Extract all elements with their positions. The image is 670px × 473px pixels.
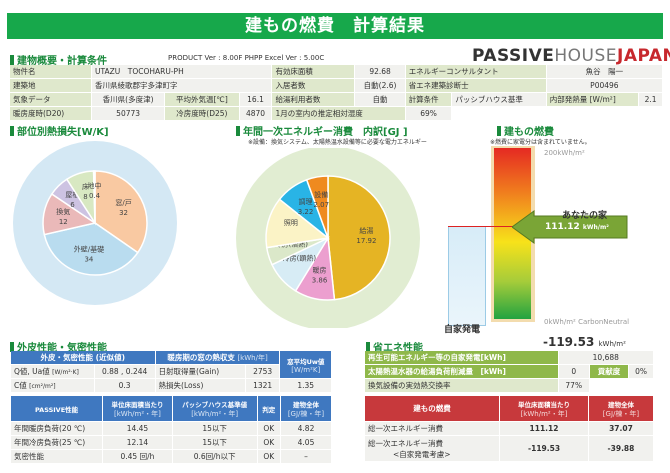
pie-value: 3.86 [312,276,328,284]
logo: PASSIVEHOUSEJAPAN [472,46,670,66]
pie-label: 暖房 [313,265,327,274]
table-cell: – [280,450,331,463]
pie-value: 6 [70,201,75,209]
passive-table: PASSIVE性能 単位床面積当たり [kWh/m²・年] パッシブハウス基準値 [kW… [10,395,332,464]
table-cell: 4.05 [280,436,331,449]
version-text: PRODUCT Ver : 8.00F PHPP Excel Ver : 5.0… [168,54,325,62]
passive-header-cell: PASSIVE性能 [11,396,103,421]
pie-label: 冷房(顕熱) [283,254,317,263]
pie-label: 設備 [314,190,328,199]
pie-value: 17.92 [356,237,376,245]
gauge-top-label: 200kWh/m² [544,149,585,157]
passive-header-cell: 判定 [257,396,280,421]
pie-slice [92,170,96,224]
gauge-bottom-label: 0kWh/m² CarbonNeutral [544,318,630,326]
table-cell: 4.82 [280,422,331,435]
pie-value: 32 [119,209,128,217]
fuel-table: 建もの燃費 単位床面積当たり [kWh/m²・年] 建物全体 [GJ/棟・年] 総一次エ… [364,395,654,462]
overview-table: 物件名 UTAZU TOCOHARU-PH 有効床面積 92.68 エネルギーコンサルタ… [9,64,663,121]
table-row: 年間暖房負荷(20 ℃) 14.45 15以下 OK 4.82 [11,422,331,435]
pie-label: 地中 [88,181,102,190]
self-generation-label: 自家発電 [444,325,481,335]
table-row: 気密性能 0.45 回/h 0.6回/h以下 OK – [11,450,331,463]
pie-value: 2.07 [313,201,329,209]
saving-total: -119.53 kWh/m² [543,335,626,349]
pie-label: 屋根 [65,190,79,199]
pie-value: 8 [83,193,87,201]
table-cell: OK [257,436,280,449]
fuel-level-line [448,226,538,227]
table-cell: 12.14 [103,436,172,449]
heatloss-heading: 部位別熱損失[W/K] [10,123,109,138]
energy-heading: 年間一次エネルギー消費 内訳[GJ ] [236,123,408,138]
passive-header-cell: 建物全体 [GJ/棟・年] [280,396,331,421]
pie-slice [43,222,139,276]
table-cell: 年間冷房負荷(25 ℃) [11,436,103,449]
self-generation-bar [448,226,486,326]
table-cell: 14.45 [103,422,172,435]
your-house-arrow [512,210,628,244]
table-cell: 0.6回/h以下 [172,450,257,463]
pie-value: 0.4 [89,192,101,200]
table-cell: 0.45 回/h [103,450,172,463]
table-cell: 年間暖房負荷(20 ℃) [11,422,103,435]
table-cell: OK [257,450,280,463]
table-row: 年間冷房負荷(25 ℃) 12.14 15以下 OK 4.05 [11,436,331,449]
fuel-note: ※燃費に家電分は含まれていません。 [490,139,591,146]
pie-label: 換気 [56,207,70,216]
energy-note: ※設備：換気システム、太陽熱温水設備等に必要な電力エネルギー [248,139,427,146]
heatloss-pie-chart: 窓/戸 32 外壁/基礎 34 換気 12 屋根 6 床 8地中 0.4 [13,141,177,305]
your-house-value: 111.12 kWh/m² [545,222,609,232]
overview-heading: 建物概要・計算条件 [10,52,107,67]
pie-label: 窓/戸 [115,198,131,207]
pie-label: 給湯 [359,226,373,235]
passive-header-cell: 単位床面積当たり [kWh/m²・年] [103,396,172,421]
pie-value: 12 [59,218,68,226]
pie-label: 調理 [299,197,313,206]
pie-slice [94,170,148,254]
fuel-heading: 建もの燃費 [497,123,554,138]
envelope-heading: 外皮性能・気密性能 [10,339,107,354]
table-cell: OK [257,422,280,435]
saving-table: 再生可能エネルギー等の自家発電[kWh] 10,688 太陽熱温水器の給湯負荷削減… [364,350,654,393]
your-house-label: あなたの家 [562,211,608,221]
pie-slice [327,175,391,301]
pie-label: 床 [82,182,89,191]
pie-slice [305,175,329,239]
passive-header-cell: パッシブハウス基準値 [kWh/m²・年] [172,396,257,421]
envelope-table: 外皮・気密性能 (近似値) 暖房期の窓の熱収支 [kWh/年] 窓平均Uw値 [W/m… [10,350,332,393]
pie-label: 外壁/基礎 [74,245,104,254]
table-cell: 15以下 [172,422,257,435]
page-title: 建もの燃費 計算結果 [7,13,663,39]
table-cell: 気密性能 [11,450,103,463]
table-cell: 15以下 [172,436,257,449]
pie-value: 34 [84,256,93,264]
pie-value: 3.22 [298,208,314,216]
saving-heading: 省エネ性能 [366,339,423,354]
pie-label: 照明 [284,219,298,227]
